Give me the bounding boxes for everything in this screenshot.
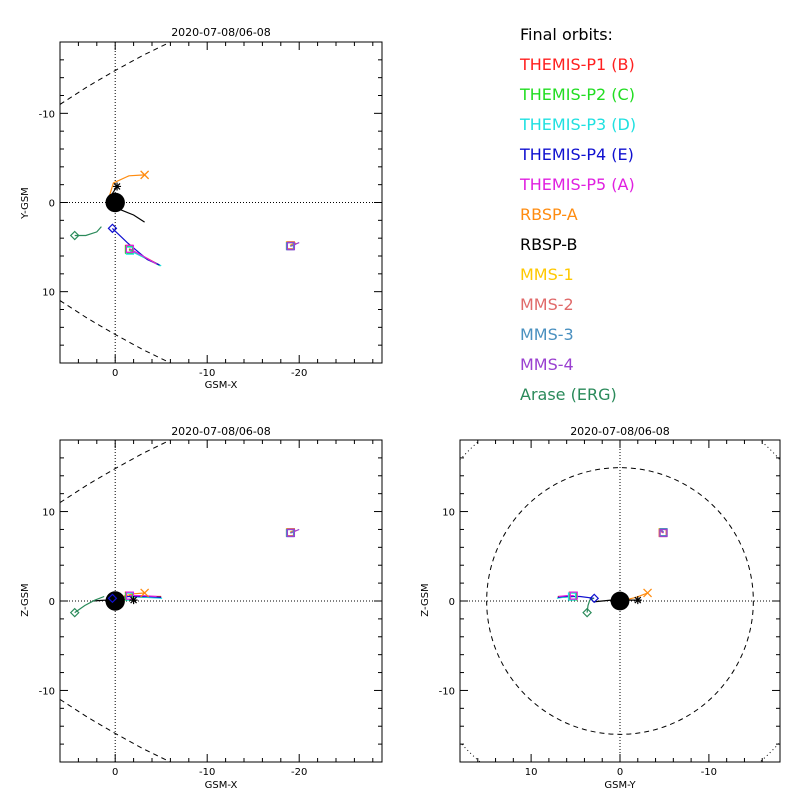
orbit-track [557, 595, 595, 599]
magnetopause-boundary [60, 42, 171, 105]
x-tick-label: -20 [291, 767, 307, 778]
orbit-track [290, 528, 300, 534]
x-tick-label: 0 [112, 368, 118, 379]
y-tick-label: -10 [39, 686, 55, 697]
orbit-track [111, 227, 160, 266]
orbit-track [661, 529, 665, 533]
panel-xy-ylabel: Y-GSM [20, 187, 31, 220]
orbit-track [74, 226, 102, 237]
earth-marker [105, 192, 125, 213]
orbit-track [290, 242, 300, 247]
legend-item: RBSP-A [520, 205, 578, 224]
panel-xz: 2020-07-08/06-08 GSM-X Z-GSM 0 -10 -20 -10 0… [20, 425, 383, 791]
orbit-end-asterisk [633, 596, 642, 605]
orbit-track [108, 174, 145, 199]
orbit-end-square [286, 242, 296, 251]
orbit-track [660, 530, 664, 534]
x-tick-label: 10 [525, 767, 538, 778]
legend-item: RBSP-B [520, 235, 577, 254]
orbit-end-diamond [69, 607, 80, 618]
panel-xy-xlabel: GSM-X [205, 380, 238, 391]
orbit-end-square [124, 245, 134, 254]
y-tick-label: 0 [449, 597, 455, 608]
panel-yz-xlabel: GSM-Y [604, 780, 636, 791]
legend-item: MMS-3 [520, 325, 574, 344]
orbit-end-diamond [582, 607, 592, 618]
orbit-end-square [567, 592, 577, 601]
orbit-end-x [140, 588, 150, 598]
orbit-end-square [659, 528, 668, 538]
orbit-end-x [140, 170, 150, 180]
x-tick-label: -20 [291, 368, 307, 379]
y-tick-label: 0 [49, 597, 55, 608]
orbit-end-diamond [107, 593, 118, 604]
magnetopause-boundary [60, 698, 171, 762]
x-tick-label: -10 [199, 767, 215, 778]
panel-xz-title: 2020-07-08/06-08 [171, 425, 271, 438]
x-tick-label: -10 [701, 767, 717, 778]
panel-yz-title: 2020-07-08/06-08 [570, 425, 670, 438]
plot-area-xy [60, 42, 382, 363]
earth-marker [105, 591, 125, 611]
orbit-end-square [286, 528, 296, 538]
orbit-end-asterisk [113, 182, 122, 191]
orbit-track [558, 595, 574, 598]
panel-yz-ylabel: Z-GSM [420, 583, 431, 616]
x-tick-label: -10 [199, 368, 215, 379]
legend-heading: Final orbits: [520, 25, 613, 44]
x-tick-label: 0 [617, 767, 623, 778]
y-tick-label: -10 [439, 686, 455, 697]
y-tick-label: 0 [49, 199, 55, 210]
y-tick-label: 10 [442, 508, 455, 519]
orbit-end-asterisk [129, 596, 138, 605]
orbit-end-x [643, 588, 653, 598]
panel-xy: 2020-07-08/06-08 GSM-X Y-GSM 0 -10 -20 -10 0… [20, 26, 383, 391]
plot-area-xz [60, 440, 382, 762]
plot-area-yz [460, 440, 780, 762]
orbit-end-square [569, 591, 578, 600]
orbit-end-diamond [107, 223, 118, 234]
orbit-track [624, 592, 648, 601]
y-tick-label: 10 [42, 508, 55, 519]
legend-item: THEMIS-P1 (B) [519, 55, 635, 74]
panel-xz-xlabel: GSM-X [205, 780, 238, 791]
magnetopause-boundary [60, 440, 171, 504]
legend-item: MMS-2 [520, 295, 574, 314]
panel-yz: 2020-07-08/06-08 GSM-Y Z-GSM 10 0 -10 -10 0 1… [420, 425, 781, 791]
magnetopause-boundary [60, 300, 171, 363]
y-tick-label: -10 [39, 109, 55, 120]
legend-item: Arase (ERG) [520, 385, 617, 404]
orbit-end-diamond [69, 230, 80, 241]
magnetopause-circle [486, 467, 754, 735]
orbit-track [129, 248, 157, 265]
x-tick-label: 0 [112, 767, 118, 778]
y-tick-label: 10 [42, 288, 55, 299]
legend-item: MMS-1 [520, 265, 574, 284]
legend-item: MMS-4 [520, 355, 574, 374]
orbit-end-square [125, 591, 135, 600]
legend-item: THEMIS-P4 (E) [519, 145, 634, 164]
panel-xz-ylabel: Z-GSM [20, 583, 31, 616]
earth-marker [610, 591, 630, 611]
legend-item: THEMIS-P2 (C) [519, 85, 635, 104]
orbit-end-diamond [589, 593, 600, 604]
legend-item: THEMIS-P5 (A) [519, 175, 635, 194]
orbit-end-square [125, 244, 135, 253]
legend-item: THEMIS-P3 (D) [519, 115, 636, 134]
panel-xy-title: 2020-07-08/06-08 [171, 26, 271, 39]
orbit-track [74, 595, 105, 614]
bow-shock-arc [460, 440, 780, 762]
legend: Final orbits: THEMIS-P1 (B) THEMIS-P2 (C… [519, 25, 636, 404]
